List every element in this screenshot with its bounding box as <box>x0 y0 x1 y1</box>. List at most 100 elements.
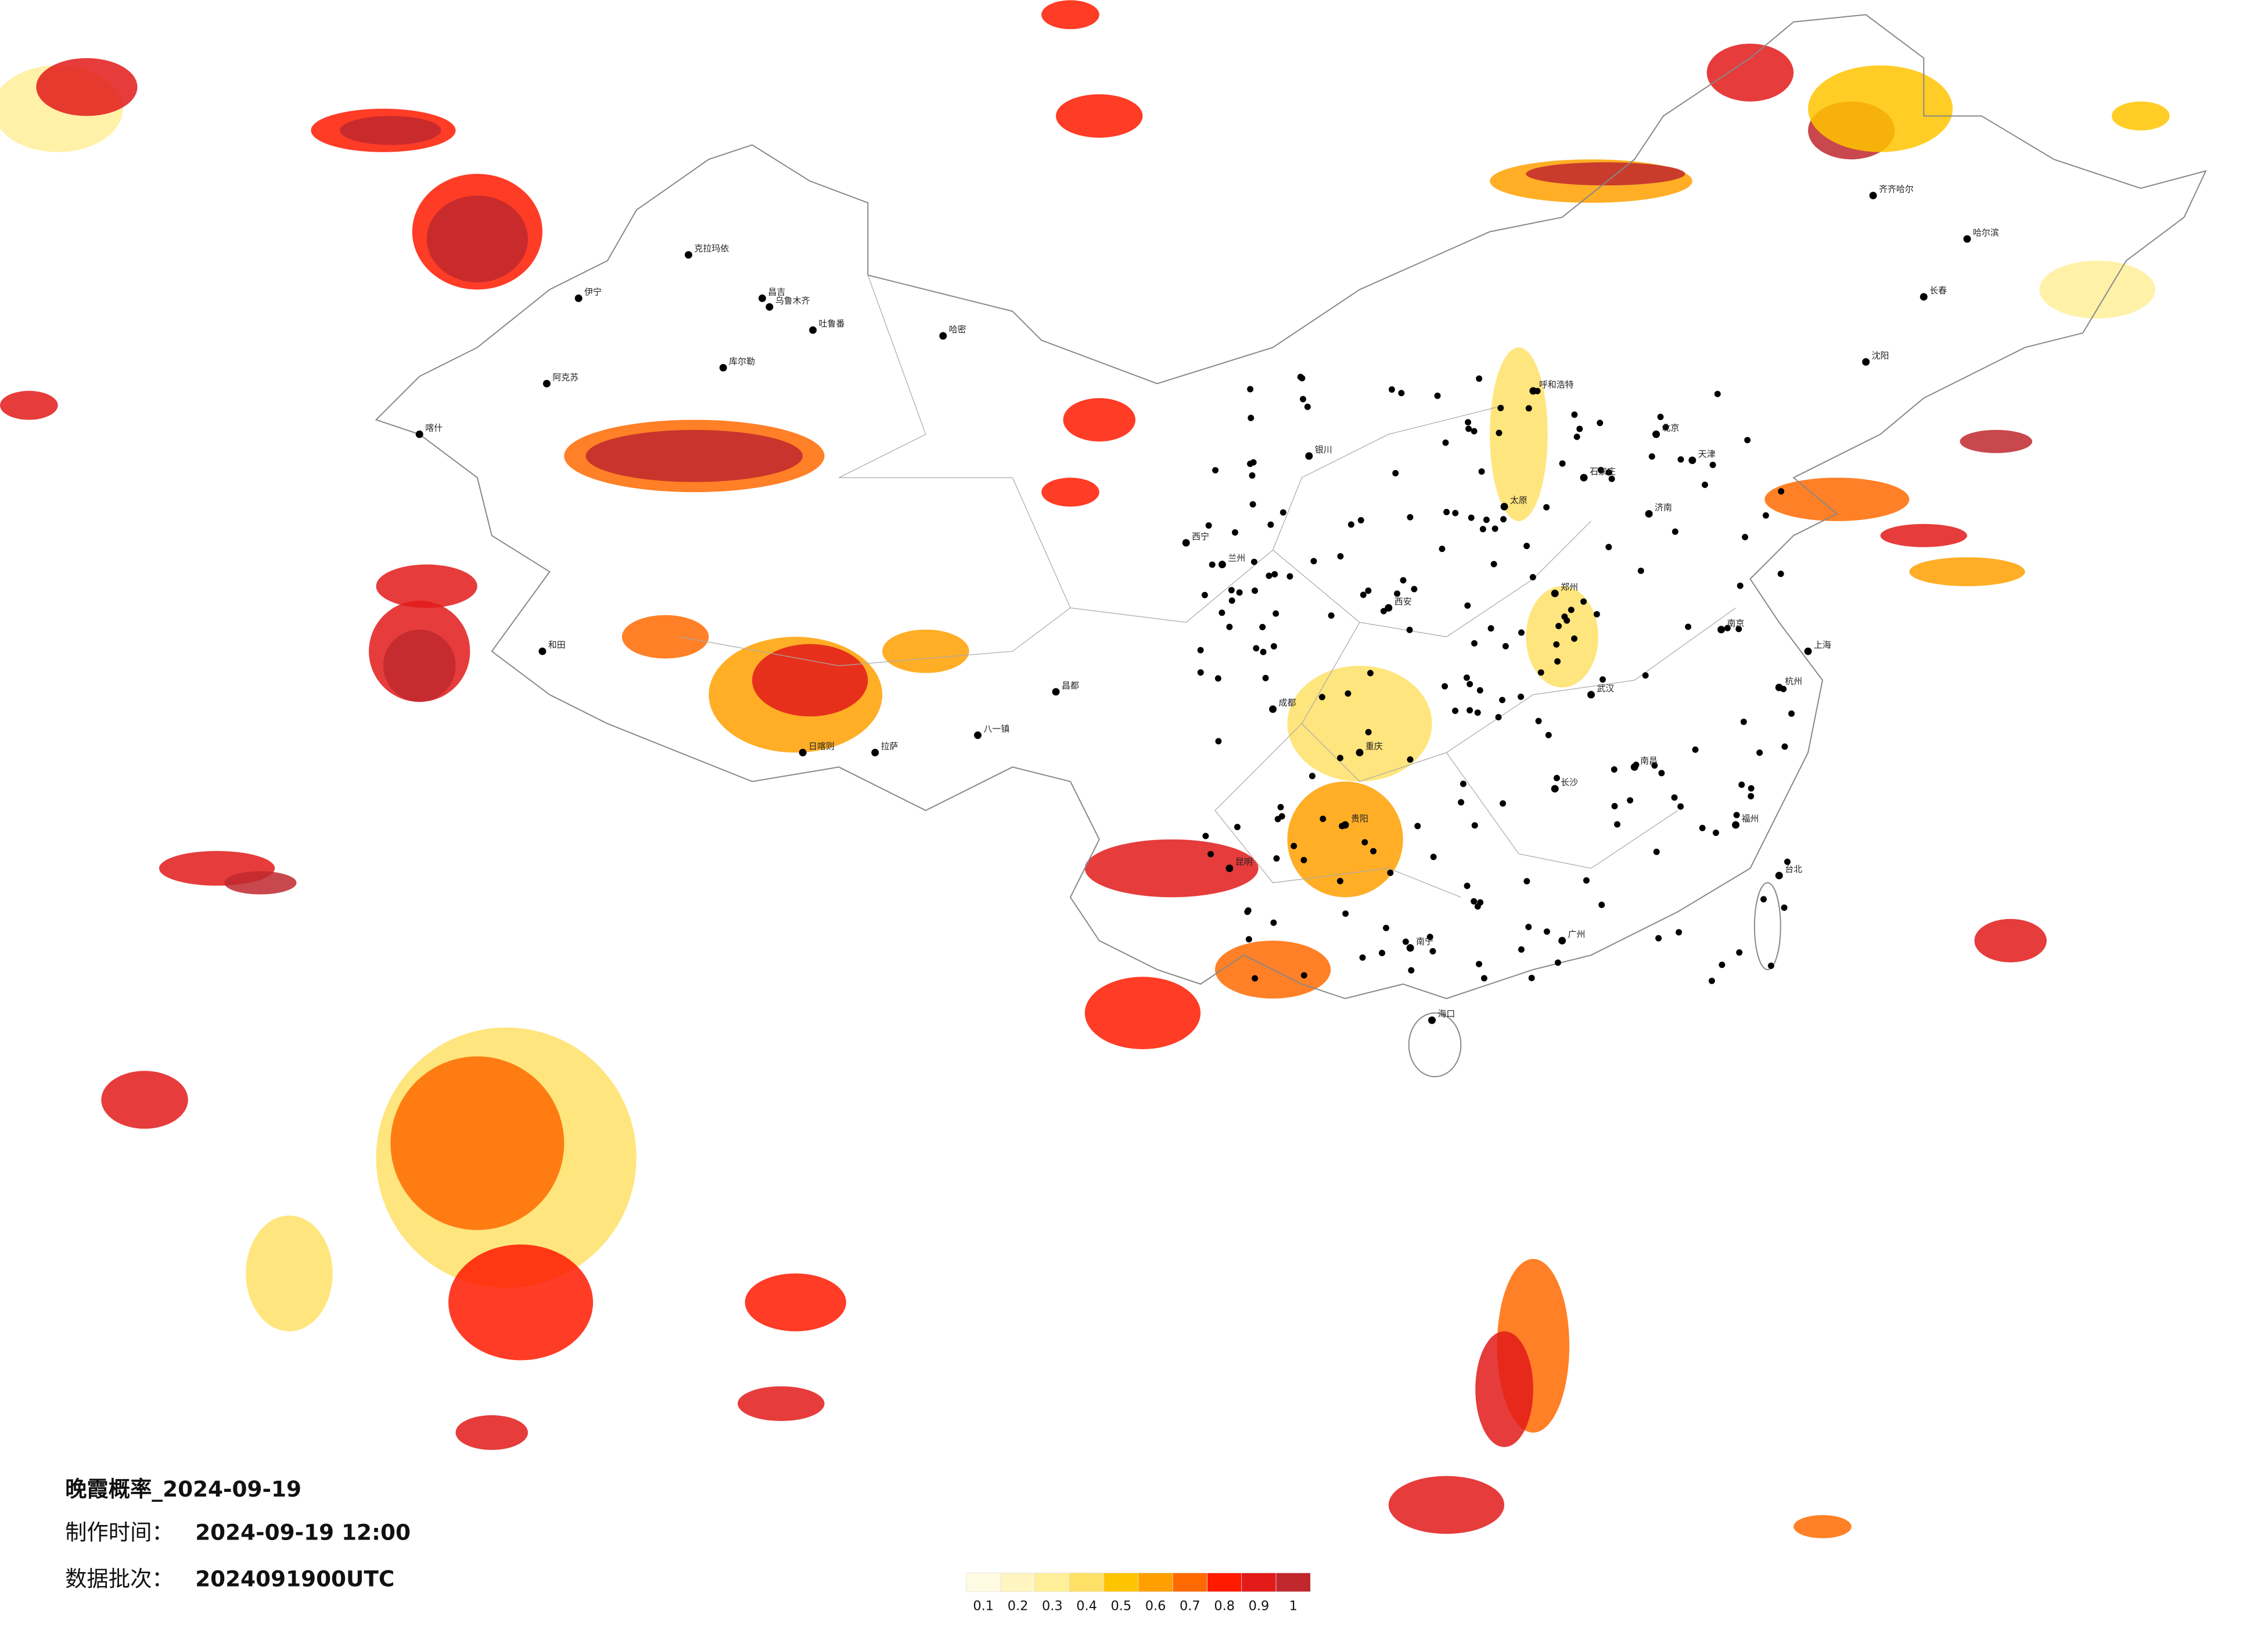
city-label: 银川 <box>1315 444 1332 455</box>
city-label: 齐齐哈尔 <box>1879 184 1914 195</box>
heat-blob <box>1526 586 1598 688</box>
city-label: 阿克苏 <box>552 372 578 382</box>
city-dot <box>1518 946 1525 953</box>
city-dot <box>1247 460 1254 467</box>
city-dot <box>1551 785 1559 793</box>
heat-blob <box>1706 44 1794 102</box>
city-label: 武汉 <box>1597 683 1614 694</box>
city-dot <box>1593 611 1600 618</box>
city-dot <box>1408 967 1415 974</box>
colorbar-swatch <box>1241 1573 1277 1592</box>
made-time: 2024-09-19 12:00 <box>195 1520 411 1545</box>
city-label: 广州 <box>1568 929 1586 939</box>
heat-blob <box>101 1071 188 1129</box>
made-time-label: 制作时间： <box>65 1520 174 1545</box>
city-dot <box>1685 623 1692 630</box>
heat-blob <box>448 1244 594 1361</box>
city-dot <box>974 731 982 739</box>
city-dot <box>1781 743 1788 750</box>
city-label: 郑州 <box>1561 582 1578 592</box>
city-label: 哈密 <box>949 324 966 335</box>
city-dot <box>1273 855 1280 862</box>
city-dot <box>1234 824 1241 831</box>
heat-blob <box>1526 162 1685 186</box>
city-dot <box>1465 425 1472 432</box>
city-dot <box>1228 587 1235 594</box>
city-dot <box>1775 683 1783 691</box>
city-dot <box>1762 512 1769 519</box>
city-dot <box>1614 821 1620 828</box>
city-dot <box>1724 625 1731 631</box>
city-label: 贵阳 <box>1351 813 1368 824</box>
city-dot <box>1305 452 1313 460</box>
city-dot <box>1052 688 1060 696</box>
heat-blob <box>2112 101 2170 131</box>
city-dot <box>1735 626 1742 633</box>
city-dot <box>1525 924 1532 931</box>
heat-blob <box>585 430 803 482</box>
city-dot <box>1266 572 1273 579</box>
city-dot <box>1677 803 1684 810</box>
city-dot <box>1784 858 1791 865</box>
city-dot <box>1920 293 1928 301</box>
colorbar-label: 0.8 <box>1214 1598 1235 1613</box>
city-dot <box>1201 591 1208 598</box>
city-label: 拉萨 <box>881 741 898 751</box>
city-dot <box>1460 780 1467 787</box>
city-dot <box>1458 799 1465 806</box>
city-dot <box>1279 509 1286 516</box>
city-dot <box>1963 235 1971 243</box>
city-dot <box>1657 414 1664 421</box>
city-dot <box>1692 746 1699 753</box>
city-dot <box>1648 453 1655 460</box>
city-label: 西安 <box>1394 596 1412 607</box>
city-dot <box>1476 375 1483 382</box>
city-dot <box>1273 610 1279 617</box>
city-dot <box>1347 521 1354 528</box>
batch-label: 数据批次： <box>65 1566 174 1591</box>
colorbar-swatch <box>1069 1573 1105 1592</box>
city-dot <box>1537 669 1544 676</box>
city-dot <box>1496 429 1503 436</box>
city-dot <box>1310 558 1317 565</box>
heat-blob <box>390 1056 565 1230</box>
city-dot <box>809 326 817 334</box>
city-dot <box>1869 192 1877 200</box>
colorbar-swatch <box>1000 1573 1036 1592</box>
city-dot <box>542 379 551 387</box>
colorbar-label: 0.1 <box>973 1598 994 1613</box>
city-dot <box>1471 640 1478 647</box>
city-dot <box>1212 467 1219 473</box>
hainan-outline <box>1408 1012 1462 1078</box>
city-dot <box>1463 674 1470 681</box>
city-dot <box>1388 386 1395 393</box>
city-dot <box>1551 589 1559 597</box>
city-dot <box>1543 928 1550 935</box>
heat-blob <box>455 1415 529 1450</box>
city-dot <box>1658 770 1665 777</box>
city-dot <box>1267 521 1274 528</box>
city-dot <box>574 294 583 302</box>
city-dot <box>1742 534 1749 540</box>
city-dot <box>415 430 423 438</box>
city-dot <box>1535 717 1542 724</box>
city-dot <box>1270 643 1277 650</box>
city-label: 北京 <box>1662 423 1680 433</box>
city-dot <box>1500 800 1507 807</box>
colorbar-label: 1 <box>1289 1598 1297 1613</box>
city-dot <box>1215 738 1222 745</box>
city-label: 昌都 <box>1062 680 1079 691</box>
city-label: 太原 <box>1510 495 1527 505</box>
heat-blob <box>1056 94 1143 138</box>
borders <box>375 14 2207 1078</box>
city-dot <box>1497 404 1504 411</box>
city-label: 杭州 <box>1785 676 1802 686</box>
city-label: 八一镇 <box>983 724 1009 734</box>
city-dot <box>1529 573 1536 580</box>
city-dot <box>1465 419 1472 426</box>
city-dot <box>758 294 766 302</box>
city-dot <box>1627 797 1634 804</box>
city-dot <box>1360 591 1367 598</box>
city-dot <box>538 647 547 655</box>
city-dot <box>1320 815 1327 822</box>
